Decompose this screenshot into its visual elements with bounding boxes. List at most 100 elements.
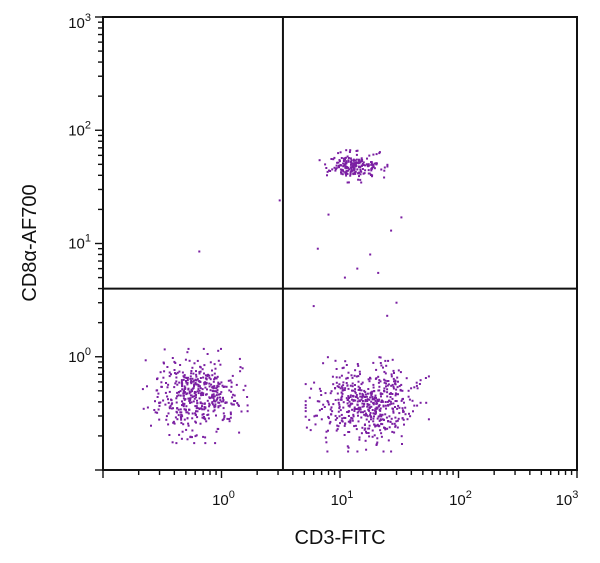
event-dot <box>357 414 359 417</box>
event-dot <box>168 434 171 436</box>
event-dot <box>180 437 183 440</box>
event-dot <box>393 372 395 374</box>
event-dot <box>388 426 391 429</box>
event-dot <box>175 380 178 383</box>
event-dot <box>352 413 355 416</box>
event-dot <box>190 394 193 397</box>
event-dot <box>187 347 190 350</box>
event-dot <box>336 424 339 427</box>
event-dot <box>219 393 222 395</box>
event-dot <box>375 424 378 427</box>
event-dot <box>316 400 319 403</box>
event-dot <box>185 381 188 384</box>
event-dot <box>174 362 177 364</box>
event-dot <box>370 173 373 176</box>
event-dot <box>239 366 242 369</box>
event-dot <box>372 153 375 156</box>
event-dot <box>345 170 348 173</box>
event-dot <box>328 169 330 172</box>
event-dot <box>340 374 343 377</box>
event-dot <box>201 388 204 391</box>
event-dot <box>372 402 375 405</box>
event-dot <box>337 152 340 155</box>
event-dot <box>198 371 201 373</box>
event-dot <box>359 408 361 411</box>
event-dot <box>388 403 391 406</box>
event-dot <box>182 378 185 381</box>
event-dot <box>348 151 351 153</box>
event-dot <box>199 366 202 369</box>
event-dot <box>180 379 183 382</box>
event-dot <box>374 407 377 410</box>
event-dot <box>385 382 387 385</box>
event-dot <box>232 403 235 406</box>
event-dot <box>186 438 189 441</box>
event-dot <box>196 399 198 402</box>
event-dot <box>159 371 162 374</box>
event-dot <box>354 388 357 391</box>
event-dot <box>334 359 337 362</box>
event-dot <box>373 423 376 426</box>
event-dot <box>352 399 355 402</box>
event-dot <box>373 167 376 170</box>
event-dot <box>325 430 328 433</box>
event-dot <box>193 391 196 393</box>
event-dot <box>350 163 352 166</box>
event-dot <box>246 404 249 407</box>
event-dot <box>163 370 166 373</box>
event-dot <box>409 415 412 418</box>
event-dot <box>378 398 381 401</box>
event-dot <box>338 407 341 410</box>
event-dot <box>158 418 161 421</box>
event-dot <box>206 353 209 355</box>
event-dot <box>336 161 339 164</box>
event-dot <box>376 417 379 420</box>
event-dot <box>364 414 367 417</box>
event-dot <box>203 364 206 367</box>
event-dot <box>229 411 232 414</box>
event-dot <box>201 368 204 371</box>
event-dot <box>203 372 205 375</box>
event-dot <box>220 381 223 384</box>
event-dot <box>372 361 375 364</box>
event-dot <box>372 417 375 420</box>
event-dot <box>419 379 422 382</box>
event-dot <box>177 394 180 397</box>
event-dot <box>191 429 194 432</box>
event-dot <box>383 381 386 384</box>
event-dot <box>216 386 219 389</box>
event-dot <box>314 423 317 426</box>
event-dot <box>216 427 219 430</box>
event-dot <box>208 376 211 379</box>
event-dot <box>167 412 170 415</box>
event-dot <box>182 404 185 407</box>
event-dot <box>391 422 394 425</box>
event-dot <box>184 358 187 361</box>
event-dot <box>375 401 378 404</box>
event-dot <box>343 389 346 391</box>
event-dot <box>391 397 394 400</box>
event-dot <box>384 372 387 375</box>
event-dot <box>213 399 215 402</box>
event-dot <box>418 383 421 385</box>
event-dot <box>191 390 194 393</box>
event-dot <box>366 392 369 395</box>
event-dot <box>386 400 389 403</box>
event-dot <box>367 388 370 390</box>
event-dot <box>342 381 345 384</box>
event-dot <box>196 378 199 381</box>
event-dot <box>355 153 358 156</box>
event-dot <box>181 430 184 433</box>
event-dot <box>356 267 359 270</box>
event-dot <box>368 424 371 427</box>
event-dot <box>230 385 233 388</box>
event-dot <box>367 169 370 172</box>
event-dot <box>390 384 393 387</box>
event-dot <box>142 407 145 410</box>
event-dot <box>162 376 165 379</box>
event-dot <box>195 375 198 378</box>
event-dot <box>353 390 356 393</box>
event-dot <box>372 398 375 400</box>
event-dot <box>361 426 364 429</box>
event-dot <box>370 415 372 418</box>
